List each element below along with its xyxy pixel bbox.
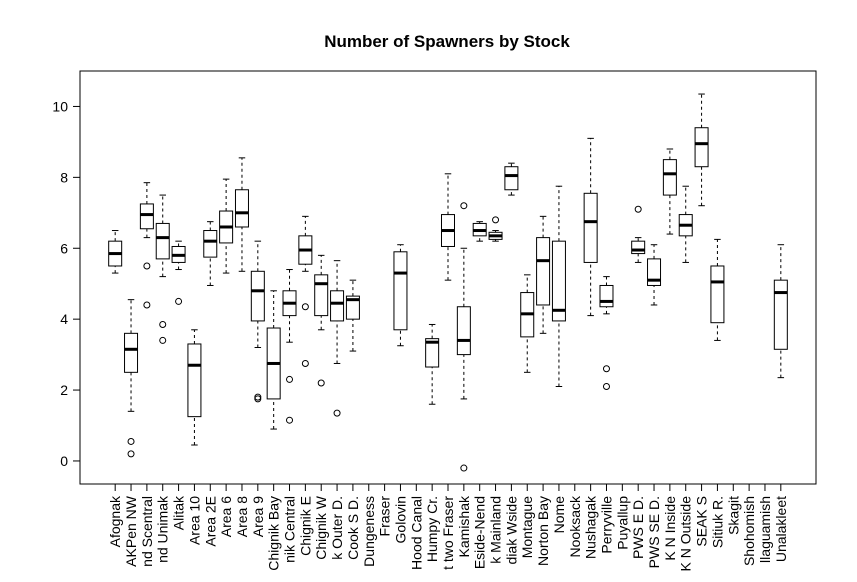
x-tick-label: t two Fraser [440, 496, 456, 570]
box [583, 192, 598, 263]
x-tick-label: Dungeness [361, 496, 377, 567]
y-tick-label: 0 [60, 453, 68, 469]
box [187, 343, 202, 418]
box [124, 332, 139, 373]
x-tick-label: Montague [519, 496, 535, 558]
box [155, 222, 170, 260]
x-tick-label: Chignik E [297, 496, 313, 556]
outlier [175, 297, 183, 305]
outlier [286, 416, 294, 424]
x-tick-label: Unalakleet [773, 496, 789, 562]
outlier [159, 336, 167, 344]
x-tick-label: Fraser [377, 496, 393, 537]
x-tick-label: Nome [551, 496, 567, 534]
outlier [143, 262, 151, 270]
x-tick-label: Afognak [107, 495, 123, 547]
box [504, 166, 519, 191]
outlier [301, 303, 309, 311]
x-tick-label: Eside-Nend [472, 496, 488, 569]
x-tick-label: Area 2E [202, 496, 218, 547]
y-tick-label: 6 [60, 240, 68, 256]
x-tick-label: Shohomish [741, 496, 757, 566]
outlier [492, 216, 500, 224]
y-tick-label: 10 [52, 98, 68, 114]
box [234, 189, 249, 228]
x-tick-label: Nushagak [583, 495, 599, 559]
x-tick-label: nd Unimak [155, 495, 171, 563]
outlier [301, 359, 309, 367]
outlier [602, 383, 610, 391]
x-tick-label: K N Outside [678, 496, 694, 572]
outlier [460, 464, 468, 472]
x-tick-label: PWS SE D. [646, 496, 662, 568]
x-tick-label: Sitiuk R. [709, 496, 725, 548]
x-tick-label: Area 10 [186, 496, 202, 545]
box [139, 203, 154, 230]
box [330, 290, 345, 322]
box [694, 127, 709, 168]
outlier [333, 409, 341, 417]
outlier [127, 450, 135, 458]
outlier [460, 202, 468, 210]
x-tick-label: Area 6 [218, 496, 234, 537]
chart-title: Number of Spawners by Stock [324, 32, 570, 51]
x-tick-label: Perryville [598, 496, 614, 554]
box [773, 279, 788, 350]
x-tick-label: Area 8 [234, 496, 250, 537]
x-tick-label: diak Wside [503, 496, 519, 565]
x-tick-label: Golovin [392, 496, 408, 543]
outlier [127, 437, 135, 445]
box [314, 274, 329, 317]
y-tick-label: 4 [60, 311, 68, 327]
outlier [602, 365, 610, 373]
x-tick-label: PWS E D. [630, 496, 646, 559]
x-tick-label: nik Central [282, 496, 298, 563]
x-tick-label: llaguamish [757, 496, 773, 563]
box [425, 338, 440, 368]
x-tick-label: k Mainland [488, 496, 504, 564]
box [710, 265, 725, 324]
box [662, 159, 677, 196]
x-tick-label: Chignik Bay [266, 496, 282, 571]
x-tick-label: Nooksack [567, 495, 583, 557]
box [250, 270, 265, 322]
x-tick-label: k Outer D. [329, 496, 345, 560]
outlier [286, 375, 294, 383]
box [345, 295, 360, 320]
box [203, 230, 218, 258]
y-tick-label: 2 [60, 382, 68, 398]
x-tick-label: nd Scentral [139, 496, 155, 567]
x-tick-label: Chignik W [313, 495, 329, 560]
x-tick-label: K N Inside [662, 496, 678, 561]
x-tick-label: Cook S D. [345, 496, 361, 560]
x-tick-label: Norton Bay [535, 496, 551, 566]
box [456, 306, 471, 356]
outlier [634, 205, 642, 213]
x-tick-label: Kamishak [456, 495, 472, 557]
outlier [254, 395, 262, 403]
y-tick-label: 8 [60, 169, 68, 185]
x-tick-label: Skagit [725, 496, 741, 535]
x-tick-label: Puyallup [614, 496, 630, 550]
x-tick-label: Hood Canal [408, 496, 424, 570]
box [393, 251, 408, 331]
x-tick-label: SEAK S [694, 496, 710, 547]
box [551, 240, 566, 322]
outlier [317, 379, 325, 387]
box [631, 240, 646, 255]
box [599, 284, 614, 308]
outlier [143, 301, 151, 309]
x-tick-label: Area 9 [250, 496, 266, 537]
x-tick-label: Humpy Cr. [424, 496, 440, 562]
outlier [159, 320, 167, 328]
x-tick-label: Alitak [171, 495, 187, 530]
box [536, 237, 551, 306]
x-tick-label: AKPen NW [123, 495, 139, 567]
